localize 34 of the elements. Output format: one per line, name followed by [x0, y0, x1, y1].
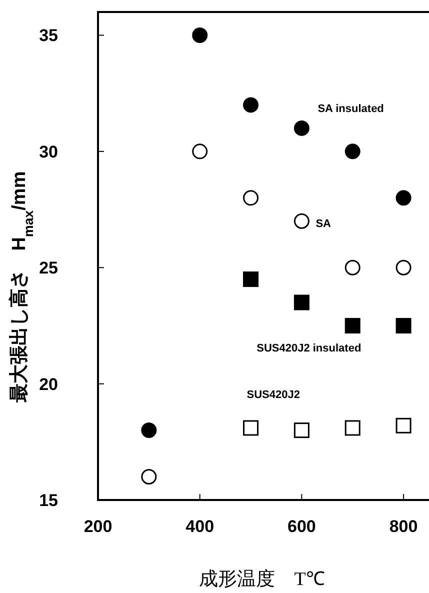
- y-tick-label: 25: [39, 258, 58, 278]
- point: [294, 120, 310, 136]
- point: [294, 294, 310, 310]
- series-label: SA: [316, 218, 332, 230]
- point: [141, 469, 157, 485]
- point: [243, 190, 259, 206]
- point: [243, 271, 259, 287]
- point: [344, 260, 360, 276]
- point: [141, 422, 157, 438]
- point: [344, 144, 360, 160]
- x-tick-label: 200: [84, 517, 112, 536]
- x-tick-label: 600: [288, 517, 316, 536]
- point: [344, 318, 360, 334]
- point: [192, 144, 208, 160]
- series-label: SUS420J2: [246, 388, 300, 401]
- point: [192, 27, 208, 43]
- x-tick-label: 400: [186, 517, 214, 536]
- y-tick-label: 35: [39, 26, 58, 46]
- point: [294, 422, 310, 438]
- point: [396, 418, 412, 434]
- series-label: SUS420J2 insulated: [256, 342, 362, 355]
- x-axis-title: 成形温度 T℃: [199, 568, 325, 590]
- point: [396, 318, 412, 334]
- y-tick-label: 20: [39, 374, 58, 394]
- series-label: SA insulated: [318, 103, 384, 116]
- point: [243, 97, 259, 113]
- point: [344, 420, 360, 436]
- x-tick-label: 800: [389, 517, 418, 536]
- point: [396, 190, 412, 206]
- point: [396, 260, 412, 276]
- point: [294, 213, 310, 229]
- y-tick-label: 15: [39, 491, 58, 510]
- point: [243, 420, 259, 436]
- y-tick-label: 30: [39, 142, 58, 162]
